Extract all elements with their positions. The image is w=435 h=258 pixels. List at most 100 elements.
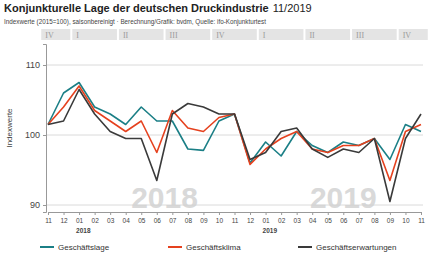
legend-label: Geschäftslage (58, 243, 110, 252)
x-tick-mark (390, 212, 391, 215)
x-tick-mark (374, 212, 375, 215)
title-date: 11/2019 (273, 2, 312, 14)
x-tick: 02 (278, 212, 286, 224)
y-tick: 110 (26, 60, 46, 70)
x-tick-label: 06 (340, 217, 348, 224)
year-watermarks: 20182019 (131, 181, 376, 214)
legend: Geschäftslage Geschäftsklima Geschäftserwa… (40, 243, 397, 252)
x-tick: 01 (262, 212, 270, 224)
quarter-band (259, 29, 304, 40)
x-axis: 1112010203040506070809101112010203040506… (45, 212, 425, 224)
year-watermark: 2019 (310, 181, 377, 214)
quarter-band (352, 29, 397, 40)
x-tick-mark (219, 212, 220, 215)
x-tick: 09 (200, 212, 208, 224)
x-tick-mark (266, 212, 267, 215)
legend-swatch (298, 246, 312, 248)
x-tick: 09 (387, 212, 395, 224)
x-tick-mark (312, 212, 313, 215)
x-tick-mark (79, 212, 80, 215)
y-tick-mark (43, 205, 46, 206)
x-tick-mark (359, 212, 360, 215)
grid-line (46, 135, 423, 136)
x-tick-mark (405, 212, 406, 215)
legend-label: Geschäftsklima (186, 243, 241, 252)
x-tick: 06 (340, 212, 348, 224)
x-tick-mark (188, 212, 189, 215)
x-tick-mark (250, 212, 251, 215)
x-tick: 10 (216, 212, 224, 224)
y-tick-label: 100 (25, 130, 40, 140)
quarter-band (119, 29, 164, 40)
x-tick-label: 08 (371, 217, 379, 224)
x-tick-label: 09 (200, 217, 208, 224)
x-tick-mark (48, 212, 49, 215)
x-tick-mark (64, 212, 65, 215)
y-tick-label: 90 (30, 200, 40, 210)
x-tick: 05 (325, 212, 333, 224)
x-tick: 07 (169, 212, 177, 224)
y-tick-mark (43, 135, 46, 136)
legend-label: Geschäftserwartungen (316, 243, 397, 252)
x-tick: 08 (185, 212, 193, 224)
x-tick: 11 (232, 212, 239, 224)
x-tick: 03 (294, 212, 302, 224)
x-tick: 03 (107, 212, 115, 224)
quarter-label: I (263, 31, 266, 40)
y-axis-line (43, 45, 47, 213)
quarter-band (166, 29, 211, 40)
x-tick: 04 (309, 212, 317, 224)
x-tick: 05 (138, 212, 146, 224)
quarter-band (399, 29, 428, 40)
quarter-label: IV (403, 31, 412, 40)
x-tick: 08 (371, 212, 379, 224)
x-tick-label: 12 (60, 217, 68, 224)
quarter-label: II (123, 31, 129, 40)
quarter-label: III (170, 31, 178, 40)
x-tick-label: 07 (169, 217, 177, 224)
quarter-band (212, 29, 257, 40)
x-tick-label: 04 (123, 217, 131, 224)
x-tick: 12 (247, 212, 255, 224)
x-tick-label: 10 (402, 217, 410, 224)
x-tick-label: 02 (278, 217, 286, 224)
x-tick-mark (95, 212, 96, 215)
x-tick-mark (421, 212, 422, 215)
x-tick-label: 11 (45, 217, 52, 224)
year-label: 2019 (263, 227, 278, 234)
lines (48, 83, 421, 202)
x-tick: 11 (45, 212, 52, 224)
x-tick-mark (235, 212, 236, 215)
x-tick-label: 06 (154, 217, 162, 224)
x-tick-mark (110, 212, 111, 215)
y-tick: 90 (30, 200, 46, 210)
quarter-band (41, 29, 70, 40)
x-tick-mark (157, 212, 158, 215)
legend-swatch (168, 246, 182, 248)
x-tick-mark (141, 212, 142, 215)
x-tick-label: 07 (356, 217, 364, 224)
subtitle: Indexwerte (2015=100), saisonbereinigt ·… (4, 18, 266, 26)
series-line (48, 86, 421, 181)
x-tick-label: 03 (294, 217, 302, 224)
x-tick: 10 (402, 212, 410, 224)
x-tick-label: 04 (309, 217, 317, 224)
x-tick-mark (328, 212, 329, 215)
legend-swatch (40, 246, 54, 248)
year-label: 2018 (76, 227, 91, 234)
title: Konjunkturelle Lage der deutschen Drucki… (4, 2, 312, 14)
quarter-label: I (76, 31, 79, 40)
x-tick-mark (172, 212, 173, 215)
x-tick-label: 12 (247, 217, 255, 224)
quarter-band (72, 29, 117, 40)
x-tick-mark (281, 212, 282, 215)
quarter-label: IV (216, 31, 225, 40)
y-tick: 100 (25, 130, 46, 140)
grid-line (46, 205, 423, 206)
y-tick-label: 110 (26, 60, 40, 70)
x-tick-label: 01 (76, 217, 84, 224)
series-line (48, 83, 421, 164)
x-tick-label: 05 (325, 217, 333, 224)
x-tick-label: 01 (262, 217, 270, 224)
x-tick-label: 11 (232, 217, 239, 224)
